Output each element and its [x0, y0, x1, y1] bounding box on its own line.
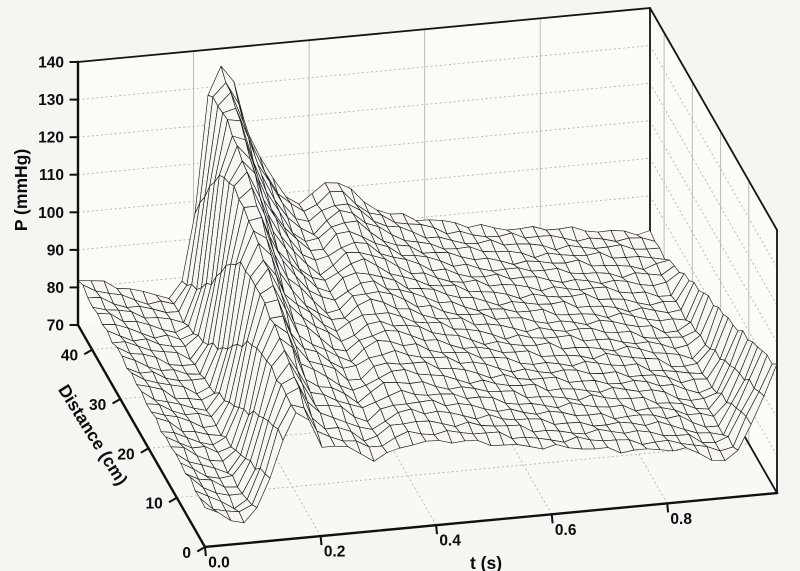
tick-mark — [196, 546, 206, 553]
x-axis-title: t (s) — [470, 553, 502, 571]
tick-mark — [140, 447, 150, 454]
p-axis-tick-label: 90 — [47, 242, 64, 259]
back-wall-gridline — [77, 195, 651, 251]
axes: 70 80 90 100 110 120 130 140 0 10 20 30 40 0.0 0.2 0.4 0… — [38, 55, 779, 571]
p-axis-tick-label: 80 — [47, 280, 64, 297]
t-axis-tick-label: 0.4 — [439, 533, 461, 550]
right-wall-gridline — [649, 82, 778, 306]
back-wall-gridline — [77, 120, 651, 176]
p-axis-tick-label: 70 — [47, 318, 64, 335]
p-axis-tick-label: 130 — [38, 92, 64, 109]
back-wall-gridline — [77, 157, 651, 213]
p-axis-tick-label: 110 — [39, 167, 64, 184]
distance-axis-tick-label: 30 — [89, 397, 106, 414]
surface-cell — [758, 363, 778, 397]
floor-gridline — [176, 443, 749, 499]
t-axis-tick-label: 0.0 — [208, 555, 230, 571]
box-edge — [77, 7, 651, 63]
tick-mark — [83, 348, 93, 356]
distance-axis-tick-label: 0 — [182, 545, 191, 562]
surface-wireframe-mesh — [77, 65, 778, 524]
t-axis-tick-label: 0.6 — [555, 522, 577, 539]
t-axis-tick-label: 0.2 — [324, 544, 346, 561]
tick-mark — [204, 546, 207, 557]
tick-mark — [112, 398, 121, 405]
t-axis-line — [203, 491, 779, 549]
p-axis-tick-label: 120 — [38, 130, 64, 147]
distance-axis-line — [76, 323, 207, 549]
z-axis-title: P (mmHg) — [11, 149, 31, 231]
back-wall-gridline — [77, 82, 651, 138]
right-wall-gridline — [649, 45, 778, 268]
back-wall-gridline — [77, 45, 651, 101]
tick-mark — [666, 503, 670, 513]
p-axis-tick-label: 100 — [38, 205, 64, 222]
right-wall-gridline — [649, 158, 778, 381]
tick-mark — [550, 514, 554, 524]
distance-axis-tick-label: 20 — [117, 446, 134, 463]
tick-mark — [168, 496, 178, 504]
tick-mark — [319, 536, 323, 546]
t-axis-tick-label: 0.8 — [670, 511, 692, 528]
right-wall-gridline — [649, 120, 778, 343]
distance-axis-tick-label: 40 — [61, 348, 78, 365]
distance-axis-tick-label: 10 — [146, 496, 163, 513]
p-axis-tick-label: 140 — [38, 55, 64, 72]
box-edge — [649, 7, 778, 231]
tick-mark — [435, 525, 438, 535]
